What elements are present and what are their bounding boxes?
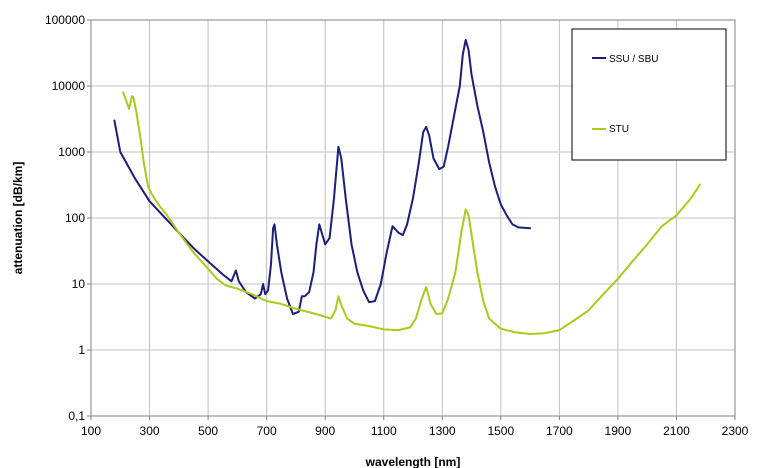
x-tick-label: 2300 <box>722 424 749 438</box>
x-tick-label: 100 <box>81 424 101 438</box>
y-tick-label: 0,1 <box>68 409 85 423</box>
x-tick-label: 900 <box>315 424 335 438</box>
x-tick-label: 1500 <box>487 424 514 438</box>
x-tick-labels: 100 300 500 700 900 1100 1300 1500 1700 1900 2100 2… <box>81 416 749 438</box>
y-axis-label: attenuation [dB/km] <box>11 162 25 275</box>
y-tick-label: 1 <box>78 343 85 357</box>
x-tick-label: 700 <box>257 424 277 438</box>
legend-label-ssu-sbu: SSU / SBU <box>609 54 658 65</box>
y-tick-label: 1000 <box>58 145 85 159</box>
y-tick-labels: 0,1 1 10 100 1000 10000 100000 <box>45 13 91 423</box>
x-tick-label: 300 <box>140 424 160 438</box>
y-tick-label: 100000 <box>45 13 85 27</box>
x-axis-label: wavelength [nm] <box>365 455 461 468</box>
x-tick-label: 500 <box>198 424 218 438</box>
x-tick-label: 1300 <box>429 424 456 438</box>
x-tick-label: 1900 <box>605 424 632 438</box>
x-tick-label: 1700 <box>546 424 573 438</box>
y-tick-label: 10000 <box>52 79 86 93</box>
legend-box <box>572 29 726 160</box>
legend-label-stu: STU <box>609 124 629 135</box>
y-tick-label: 10 <box>72 277 86 291</box>
legend: SSU / SBU STU <box>572 29 726 160</box>
x-tick-label: 2100 <box>663 424 690 438</box>
y-tick-label: 100 <box>65 211 85 225</box>
x-tick-label: 1100 <box>371 424 397 438</box>
